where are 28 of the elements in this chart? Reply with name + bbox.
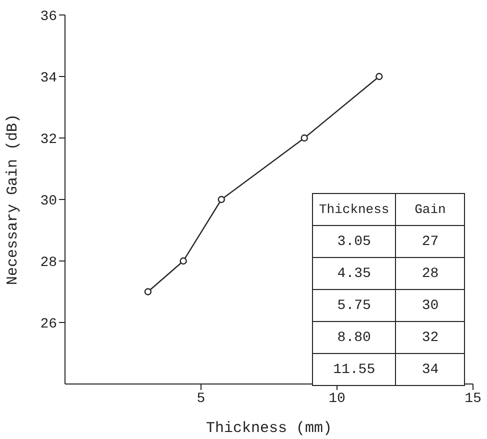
annotation: 11.55 <box>312 354 396 386</box>
y-tick-label: 32 <box>40 132 57 148</box>
y-tick-label: 36 <box>40 8 57 25</box>
annotation: 34 <box>396 354 465 386</box>
annotation: 4.35 <box>312 258 396 290</box>
y-tick-label: 26 <box>40 316 57 332</box>
annotation: 32 <box>396 322 465 354</box>
annotation: 28 <box>396 258 465 290</box>
point <box>218 196 225 204</box>
y-tick-label: 30 <box>40 193 57 210</box>
x-tick-label: 10 <box>328 390 346 407</box>
point <box>144 288 152 296</box>
annotation: Thickness <box>312 194 396 226</box>
annotation: 27 <box>396 226 465 258</box>
annotation: Gain <box>396 194 465 226</box>
point <box>376 72 383 80</box>
annotation: 30 <box>396 290 465 322</box>
annotation: 8.80 <box>312 322 396 354</box>
y-tick-label: 28 <box>40 254 57 271</box>
y-tick-label: 34 <box>40 70 57 86</box>
x-axis-title: Thickness (mm) <box>206 420 332 437</box>
annotation: 3.05 <box>312 226 396 258</box>
x-tick-label: 5 <box>196 390 206 407</box>
point <box>300 134 308 142</box>
x-tick-label: 15 <box>464 390 482 407</box>
annotation: 5.75 <box>312 290 396 322</box>
point <box>180 257 187 265</box>
y-axis-title: Necessary Gain (dB) <box>4 114 22 286</box>
